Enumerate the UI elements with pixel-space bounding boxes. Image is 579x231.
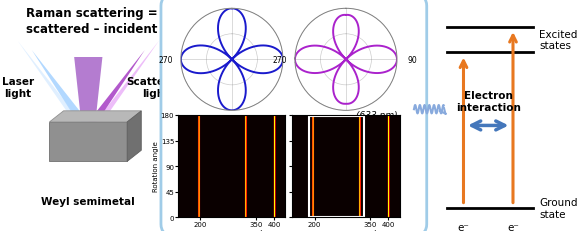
Text: Electron
interaction: Electron interaction: [456, 91, 521, 112]
X-axis label: Raman shift (cm⁻¹): Raman shift (cm⁻¹): [313, 229, 379, 231]
FancyBboxPatch shape: [161, 0, 427, 231]
Text: Ground
state: Ground state: [540, 197, 578, 219]
Text: Excited
states: Excited states: [540, 30, 578, 51]
Polygon shape: [17, 42, 81, 122]
Text: (633 nm): (633 nm): [356, 111, 397, 120]
Text: Scattered
light: Scattered light: [127, 77, 184, 99]
Polygon shape: [49, 122, 127, 162]
Polygon shape: [127, 111, 141, 162]
Text: e⁻: e⁻: [457, 222, 470, 231]
Polygon shape: [49, 111, 141, 122]
Text: Weyl semimetal: Weyl semimetal: [42, 196, 135, 206]
Polygon shape: [88, 51, 145, 122]
Text: Laser
light: Laser light: [2, 77, 34, 99]
X-axis label: Raman shift (cm⁻¹): Raman shift (cm⁻¹): [199, 229, 265, 231]
Text: Raman scattering =
scattered – incident: Raman scattering = scattered – incident: [26, 7, 157, 36]
Text: e⁻: e⁻: [507, 222, 519, 231]
Polygon shape: [74, 58, 102, 122]
Polygon shape: [32, 51, 88, 122]
Bar: [309, 117, 364, 217]
Polygon shape: [96, 42, 159, 122]
Y-axis label: Rotation angle: Rotation angle: [153, 141, 159, 191]
